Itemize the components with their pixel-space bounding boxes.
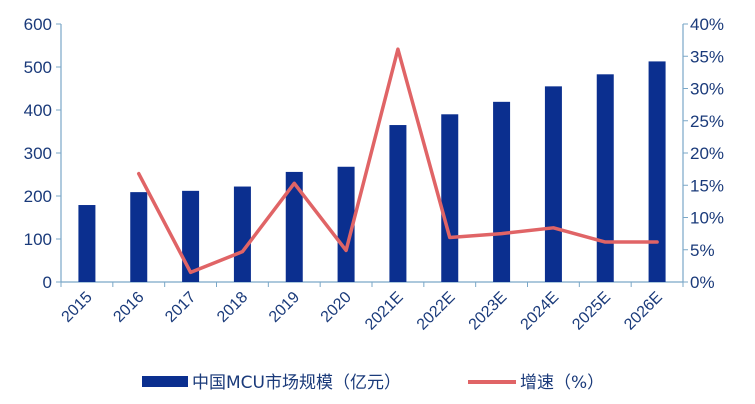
bar-series — [78, 61, 666, 282]
y-left-tick-label: 400 — [24, 101, 52, 120]
x-tick-label: 2021E — [362, 289, 407, 334]
x-tick-label: 2015 — [59, 289, 96, 326]
bar — [233, 186, 251, 282]
y-right-tick-label: 10% — [690, 209, 724, 228]
legend-label-bar: 中国MCU市场规模（亿元） — [192, 373, 401, 393]
bar — [493, 101, 511, 282]
y-right-tick-label: 20% — [690, 144, 724, 163]
y-right-tick-label: 35% — [690, 47, 724, 66]
bar — [596, 74, 614, 282]
bar — [130, 192, 148, 282]
y-left-tick-label: 300 — [24, 144, 52, 163]
y-right-tick-label: 40% — [690, 15, 724, 34]
x-tick-label: 2026E — [621, 289, 666, 334]
legend: 中国MCU市场规模（亿元） 增速（%） — [142, 373, 604, 393]
bar — [389, 125, 407, 282]
x-tick-label: 2017 — [162, 289, 199, 326]
bar — [544, 86, 562, 282]
y-right-tick-label: 5% — [690, 241, 715, 260]
axes — [56, 23, 688, 287]
x-tick-label: 2019 — [266, 289, 303, 326]
x-tick-label: 2018 — [214, 289, 251, 326]
tick-labels: 0 100 200 300 400 500 600 0% 5% 10% 15% 20% 25% 30% 35… — [24, 15, 724, 334]
y-left-tick-label: 500 — [24, 58, 52, 77]
x-tick-label: 2025E — [569, 289, 614, 334]
y-left-tick-label: 100 — [24, 230, 52, 249]
x-tick-label: 2016 — [110, 289, 147, 326]
bar — [285, 171, 303, 282]
y-right-tick-label: 0% — [690, 273, 715, 292]
bar — [78, 205, 96, 282]
x-tick-label: 2023E — [466, 289, 511, 334]
legend-label-line: 增速（%） — [520, 373, 604, 393]
y-right-tick-label: 15% — [690, 176, 724, 195]
bar — [337, 166, 355, 282]
line-series — [137, 47, 659, 275]
y-left-tick-label: 0 — [43, 273, 52, 292]
bar — [648, 61, 666, 282]
y-left-tick-label: 600 — [24, 15, 52, 34]
x-tick-label: 2024E — [518, 289, 563, 334]
x-tick-label: 2022E — [414, 289, 459, 334]
legend-swatch-bar — [142, 376, 188, 387]
x-tick-label: 2020 — [318, 289, 355, 326]
y-left-tick-label: 200 — [24, 187, 52, 206]
bar — [441, 114, 459, 282]
y-right-tick-label: 25% — [690, 112, 724, 131]
y-right-tick-label: 30% — [690, 80, 724, 99]
bar — [182, 190, 200, 282]
